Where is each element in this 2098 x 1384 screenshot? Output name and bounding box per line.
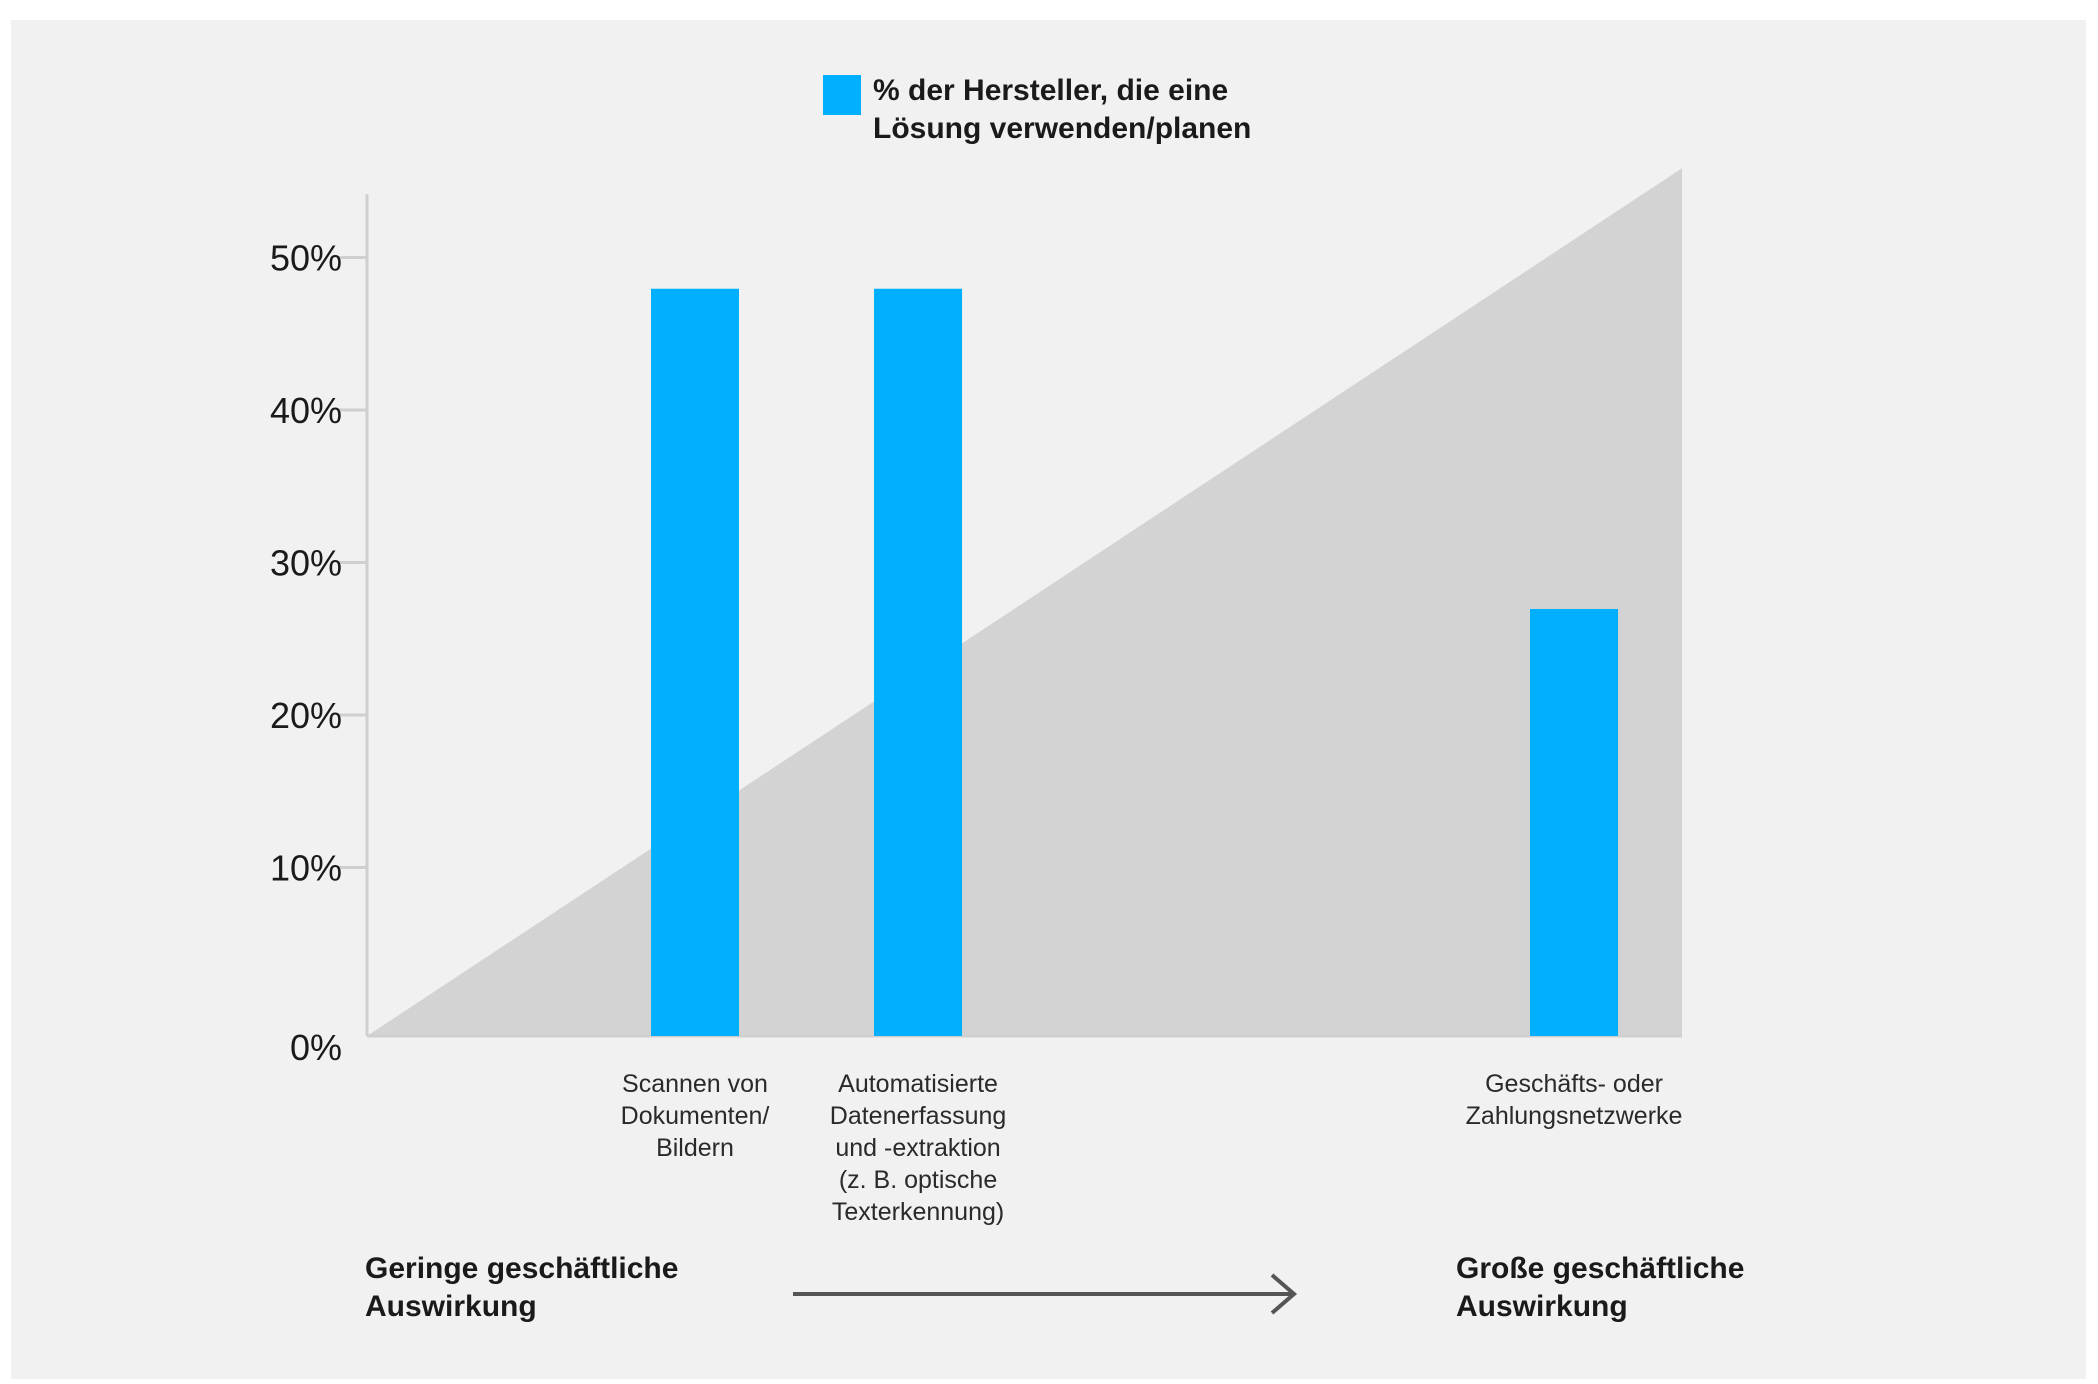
impact-area-wedge <box>367 168 1682 1036</box>
impact-annotation-right: Große geschäftliche Auswirkung <box>1456 1252 1744 1323</box>
category-label-line: (z. B. optische <box>839 1166 997 1194</box>
legend-swatch <box>823 75 861 115</box>
bar <box>1530 609 1619 1036</box>
category-label-line: Scannen von <box>622 1070 768 1098</box>
category-label: Geschäfts- oder Zahlungsnetzwerke <box>1466 1070 1683 1130</box>
impact-right-line-2: Auswirkung <box>1456 1290 1628 1323</box>
impact-arrow <box>793 1273 1298 1315</box>
impact-left-line-2: Auswirkung <box>365 1290 537 1323</box>
legend: % der Hersteller, die eine Lösung verwen… <box>823 74 1251 145</box>
y-tick-label: 0% <box>290 1027 342 1068</box>
category-labels: Scannen von Dokumenten/Bildern Automatisie… <box>621 1070 1683 1226</box>
bar <box>651 288 739 1036</box>
category-label-line: Geschäfts- oder <box>1485 1070 1663 1098</box>
legend-label-line-2: Lösung verwenden/planen <box>873 112 1251 145</box>
y-tick-label: 20% <box>270 695 342 736</box>
legend-label-line-1: % der Hersteller, die eine <box>873 74 1228 107</box>
category-label-line: und -extraktion <box>835 1134 1000 1162</box>
y-tick-label: 10% <box>270 848 342 889</box>
y-tick-label: 30% <box>270 543 342 584</box>
impact-area-layer <box>367 168 1682 1036</box>
impact-left-line-1: Geringe geschäftliche <box>365 1252 678 1285</box>
category-label: Automatisierte Datenerfassung und -extrakt… <box>830 1070 1007 1226</box>
category-label-line: Dokumenten/ <box>621 1102 770 1130</box>
category-label-line: Zahlungsnetzwerke <box>1466 1102 1683 1130</box>
arrow-head-icon <box>1270 1273 1298 1315</box>
bar <box>874 288 963 1036</box>
category-label-line: Automatisierte <box>838 1070 998 1098</box>
impact-annotation-left: Geringe geschäftliche Auswirkung <box>365 1252 678 1323</box>
category-label-line: Bildern <box>656 1134 734 1162</box>
impact-right-line-1: Große geschäftliche <box>1456 1252 1744 1285</box>
category-label: Scannen von Dokumenten/Bildern <box>621 1070 770 1162</box>
y-axis: 0% 10% 20% 30% 40% 50% <box>270 194 1682 1068</box>
y-tick-label: 50% <box>270 238 342 279</box>
y-tick-label: 40% <box>270 390 342 431</box>
bars-layer <box>651 288 1619 1036</box>
category-label-line: Texterkennung) <box>832 1198 1004 1226</box>
category-label-line: Datenerfassung <box>830 1102 1007 1130</box>
